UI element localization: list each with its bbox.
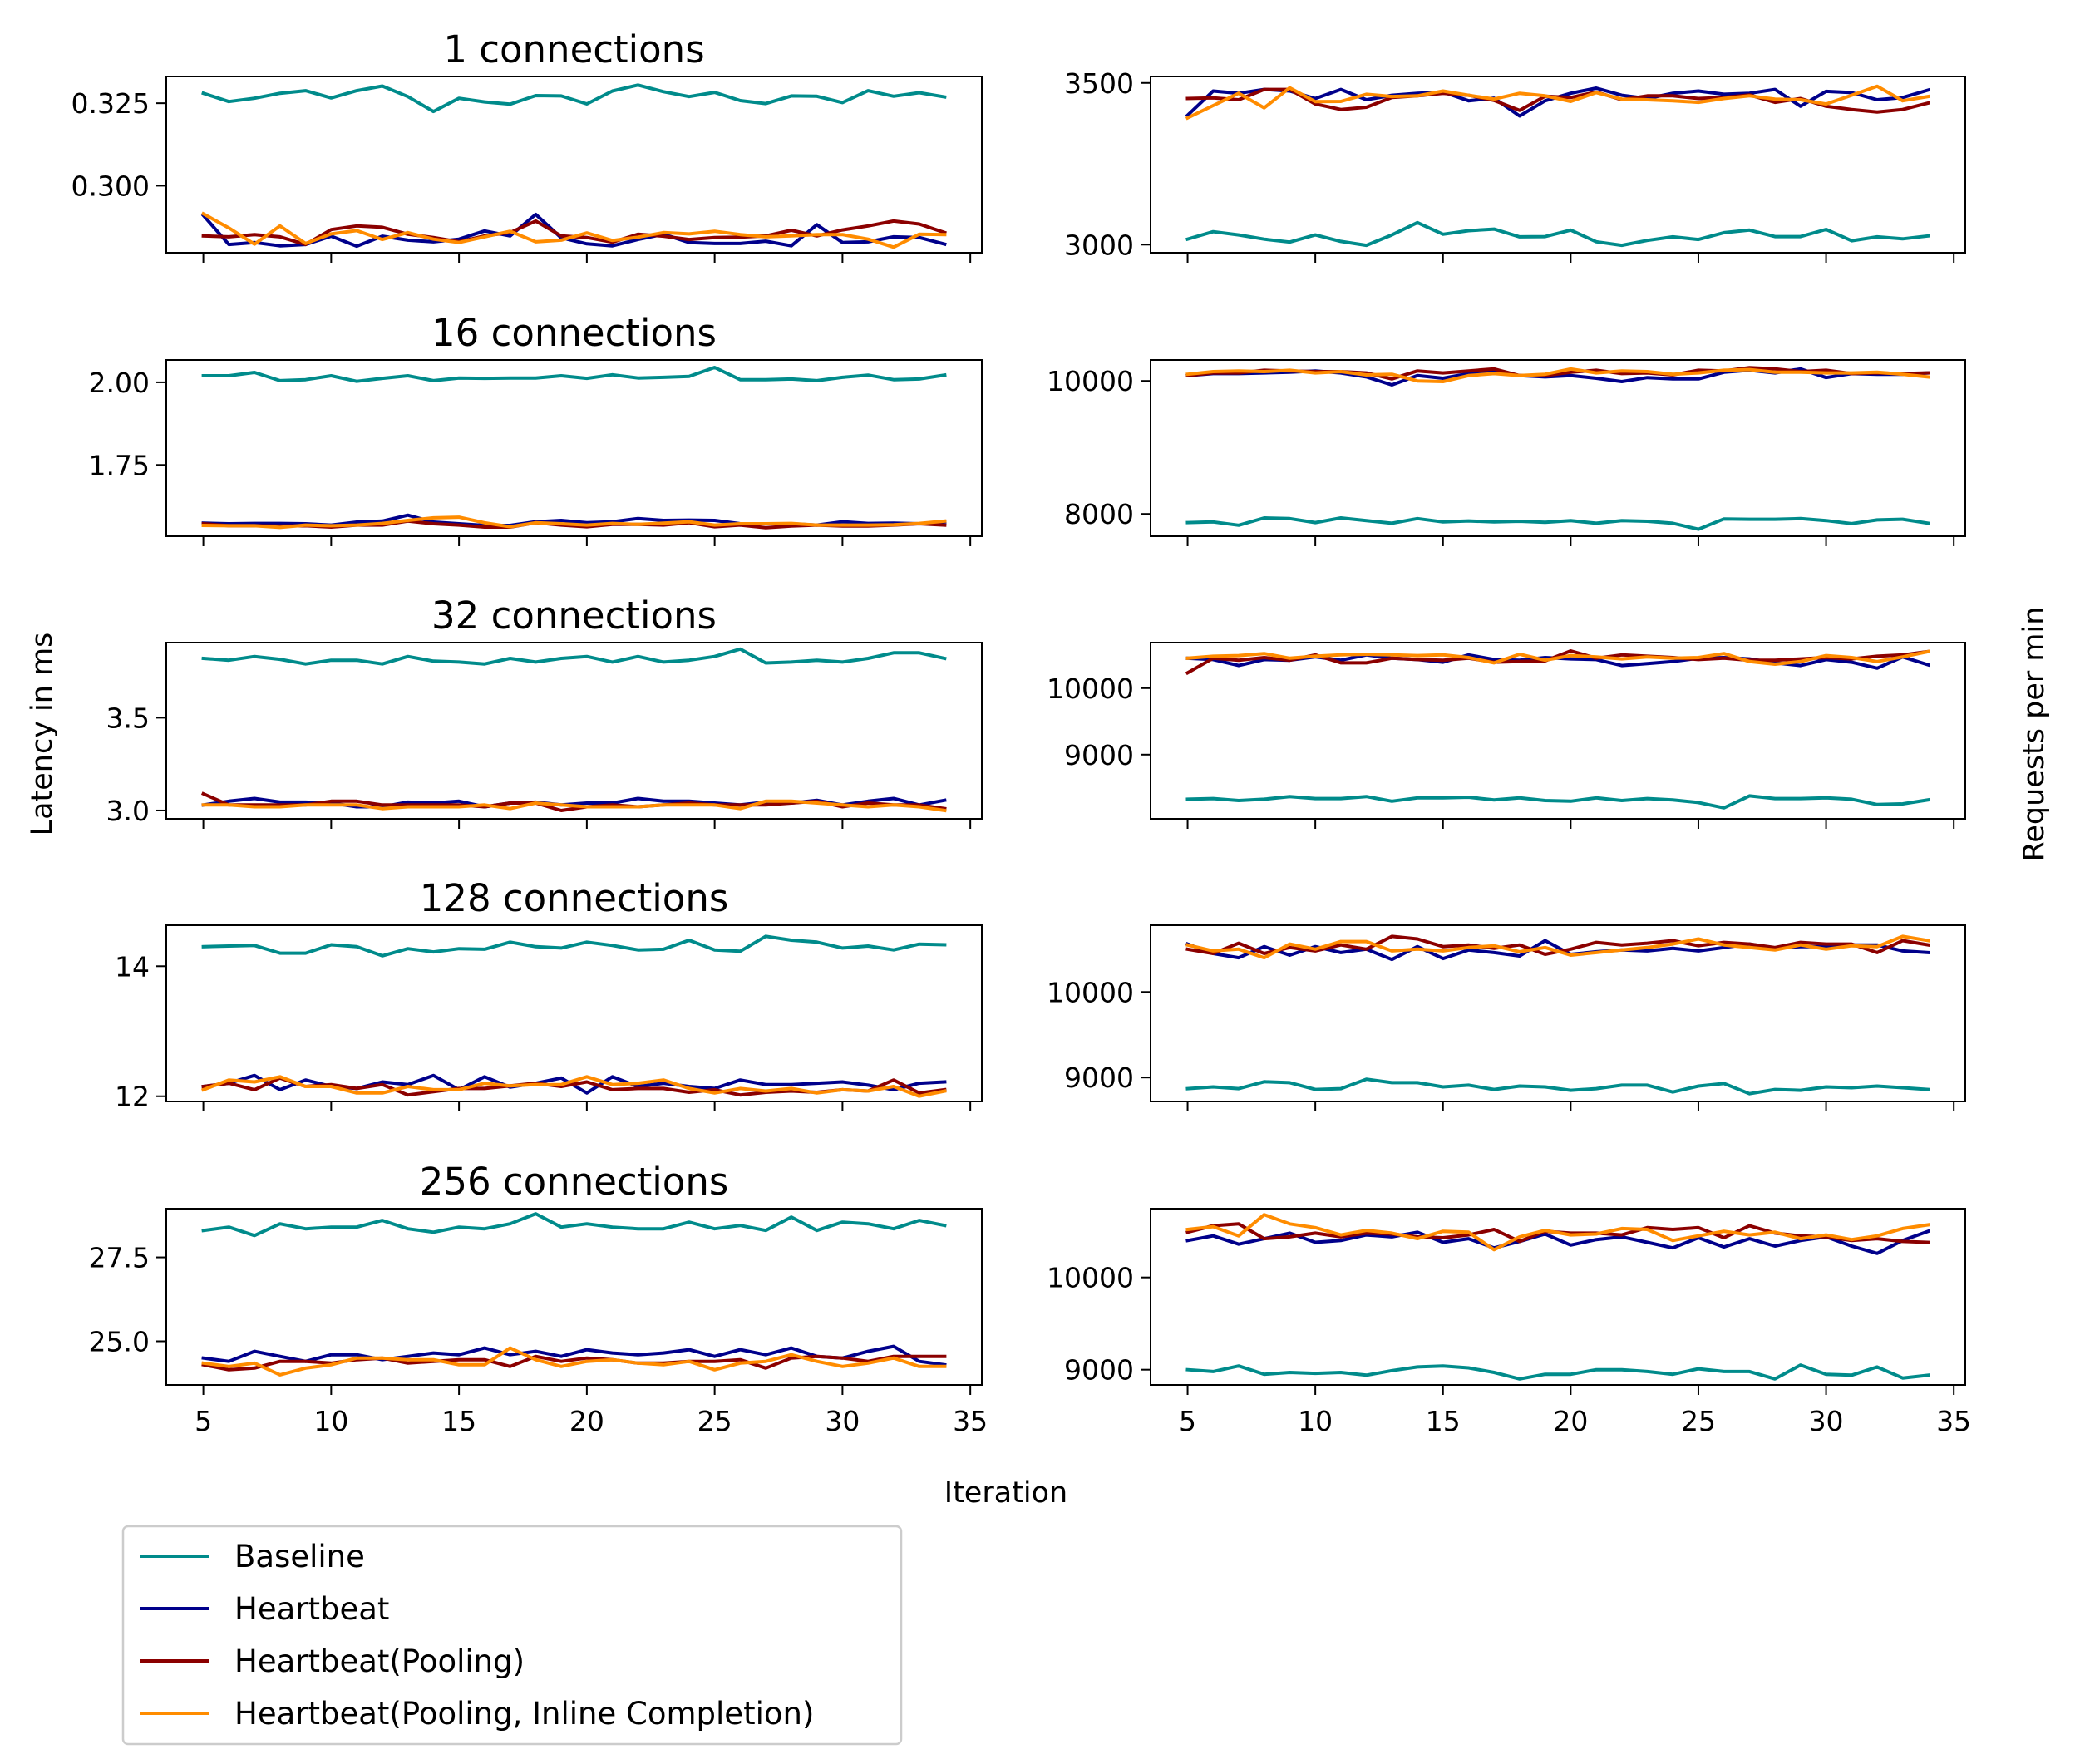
x-axis-label: Iteration <box>944 1476 1067 1510</box>
x-tick-label: 15 <box>1426 1405 1461 1437</box>
series-line-baseline <box>1185 1077 1930 1096</box>
y-tick-label: 3000 <box>1064 229 1134 261</box>
legend: Baseline Heartbeat Heartbeat(Pooling) He… <box>121 1525 903 1746</box>
legend-label-heartbeat-pooling-inline: Heartbeat(Pooling, Inline Completion) <box>234 1696 814 1732</box>
series-line-baseline <box>201 83 947 114</box>
x-tick-label: 10 <box>313 1405 348 1437</box>
panel-r3-c1: 9000 10000 <box>1047 924 1966 1111</box>
legend-label-heartbeat: Heartbeat <box>234 1591 389 1627</box>
y-tick-label: 3.5 <box>106 702 150 734</box>
panel-title: 128 connections <box>420 876 729 920</box>
y-tick-label: 2.00 <box>89 367 150 399</box>
x-tick-label: 10 <box>1298 1405 1333 1437</box>
panel-title: 32 connections <box>431 594 717 638</box>
x-tick-label: 35 <box>1936 1405 1971 1437</box>
series-line-heartbeat-pooling-inline-completion <box>201 515 947 530</box>
series-line-heartbeat-pooling <box>201 1354 947 1372</box>
x-tick-label: 20 <box>569 1405 604 1437</box>
y-tick-label: 0.325 <box>71 87 150 120</box>
y-tick-label: 9000 <box>1064 739 1134 771</box>
y-tick-label: 10000 <box>1047 365 1134 397</box>
legend-label-baseline: Baseline <box>234 1539 365 1574</box>
panel-r1-c0: 1.75 2.00 16 connections <box>89 311 983 546</box>
plot-frame <box>1150 924 1966 1102</box>
x-tick-label: 30 <box>825 1405 860 1437</box>
panel-r1-c1: 8000 10000 <box>1047 359 1966 546</box>
y-axis-label-left: Latency in ms <box>26 633 59 836</box>
series-line-heartbeat-pooling-inline-completion <box>201 1075 947 1098</box>
y-axis-label-right: Requests per min <box>2018 607 2051 862</box>
legend-label-heartbeat-pooling: Heartbeat(Pooling) <box>234 1643 525 1679</box>
panel-r2-c0: 3.0 3.5 32 connections <box>106 594 983 829</box>
series-line-baseline <box>1185 220 1930 248</box>
x-tick-label: 20 <box>1553 1405 1588 1437</box>
series-line-baseline <box>201 647 947 666</box>
plot-frame <box>1150 642 1966 820</box>
panel-r4-c0: 25.0 27.5 5 10 15 20 25 30 35 256 connections <box>89 1160 988 1437</box>
plot-frame <box>1150 1208 1966 1386</box>
plot-frame <box>1150 359 1966 537</box>
plot-frame <box>165 1208 983 1386</box>
y-tick-label: 3500 <box>1064 67 1134 100</box>
y-tick-label: 14 <box>115 950 150 983</box>
panel-r2-c1: 9000 10000 <box>1047 642 1966 829</box>
series-line-baseline <box>201 934 947 958</box>
series-line-heartbeat-pooling-inline-completion <box>201 1346 947 1377</box>
y-tick-label: 9000 <box>1064 1062 1134 1094</box>
panel-r0-c1: 3000 3500 <box>1064 67 1966 263</box>
y-tick-label: 25.0 <box>89 1326 150 1358</box>
y-tick-label: 8000 <box>1064 498 1134 530</box>
y-tick-label: 0.300 <box>71 170 150 202</box>
series-line-heartbeat-pooling-inline-completion <box>1185 84 1930 121</box>
series-line-heartbeat-pooling-inline-completion <box>1185 1213 1930 1252</box>
panel-title: 16 connections <box>431 311 717 355</box>
series-line-heartbeat-pooling-inline-completion <box>200 211 947 249</box>
x-tick-label: 5 <box>195 1405 212 1437</box>
x-tick-label: 15 <box>441 1405 476 1437</box>
series-line-baseline <box>1185 516 1930 531</box>
panel-title: 256 connections <box>420 1160 729 1204</box>
x-tick-label: 25 <box>1681 1405 1716 1437</box>
series-line-heartbeat <box>1185 1229 1931 1255</box>
series-line-heartbeat-pooling-inline-completion <box>201 799 947 813</box>
panel-r3-c0: 12 14 128 connections <box>115 876 983 1113</box>
plot-frame <box>165 76 983 254</box>
panel-r0-c0: 0.300 0.325 1 connections <box>71 27 983 263</box>
x-tick-label: 5 <box>1179 1405 1196 1437</box>
x-tick-label: 25 <box>697 1405 732 1437</box>
legend-frame <box>121 1525 903 1746</box>
series-line-baseline <box>1185 794 1930 810</box>
plot-frame <box>165 642 983 820</box>
series-line-heartbeat-pooling-inline-completion <box>1185 649 1930 666</box>
plot-frame <box>165 359 983 537</box>
series-line-heartbeat-pooling-inline-completion <box>1185 934 1930 960</box>
y-tick-label: 27.5 <box>89 1242 150 1274</box>
x-tick-label: 35 <box>953 1405 988 1437</box>
plot-frame <box>165 924 983 1102</box>
series-line-baseline <box>1185 1363 1930 1381</box>
y-tick-label: 10000 <box>1047 673 1134 705</box>
series-line-heartbeat <box>200 212 947 249</box>
y-tick-label: 10000 <box>1047 1262 1134 1294</box>
series-line-baseline <box>201 1212 947 1238</box>
y-tick-label: 3.0 <box>106 795 150 827</box>
y-tick-label: 10000 <box>1047 976 1134 1008</box>
y-tick-label: 1.75 <box>89 449 150 481</box>
x-tick-label: 30 <box>1809 1405 1844 1437</box>
series-line-heartbeat-pooling-inline-completion <box>1185 367 1930 383</box>
panel-r4-c1: 9000 10000 5 10 15 20 25 30 35 <box>1047 1208 1971 1437</box>
plot-frame <box>1150 76 1966 254</box>
y-tick-label: 9000 <box>1064 1354 1134 1387</box>
series-line-baseline <box>201 366 947 383</box>
panel-title: 1 connections <box>443 27 704 71</box>
y-tick-label: 12 <box>115 1081 150 1113</box>
